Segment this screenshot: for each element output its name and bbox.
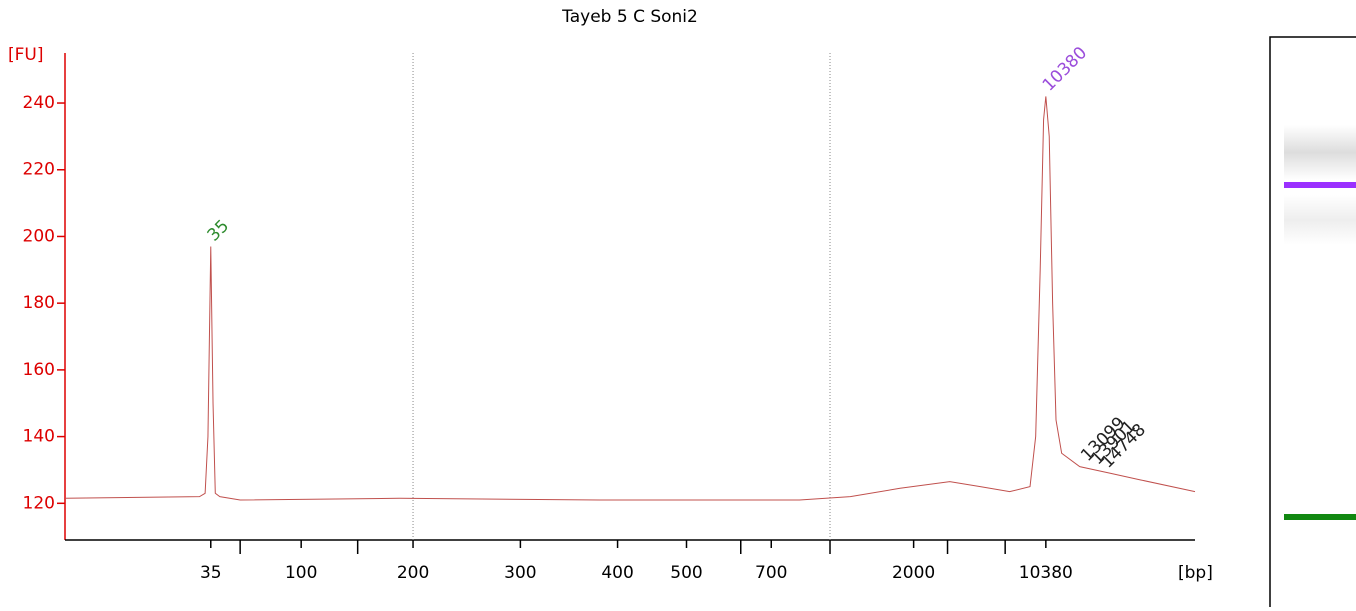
- x-tick-label: 35: [200, 563, 222, 583]
- y-axis-label: [FU]: [8, 45, 44, 65]
- y-tick-label: 200: [23, 226, 55, 246]
- x-tick-label: 400: [601, 563, 633, 583]
- x-tick-label: 2000: [892, 563, 935, 583]
- x-tick-label: 200: [397, 563, 429, 583]
- x-axis-label: [bp]: [1178, 563, 1213, 583]
- gel-lane: [1269, 36, 1356, 611]
- gel-smear: [1284, 195, 1356, 245]
- gel-frame: [1269, 36, 1356, 611]
- y-tick-label: 240: [23, 93, 55, 113]
- gel-band: [1284, 182, 1356, 188]
- gel-band: [1284, 514, 1356, 520]
- y-tick-label: 220: [23, 160, 55, 180]
- y-tick-label: 120: [23, 493, 55, 513]
- x-tick-label: 300: [504, 563, 536, 583]
- x-tick-label: 10380: [1019, 563, 1073, 583]
- trace: [64, 96, 1196, 501]
- x-tick-label: 700: [755, 563, 787, 583]
- chart-title: Tayeb 5 C Soni2: [561, 7, 698, 27]
- y-tick-label: 180: [23, 293, 55, 313]
- x-tick-label: 500: [670, 563, 702, 583]
- y-tick-label: 140: [23, 427, 55, 447]
- peak-label: 10380: [1039, 43, 1091, 95]
- gel-smear: [1284, 125, 1356, 180]
- x-tick-label: 100: [285, 563, 317, 583]
- y-tick-label: 160: [23, 360, 55, 380]
- peak-label: 35: [204, 216, 233, 245]
